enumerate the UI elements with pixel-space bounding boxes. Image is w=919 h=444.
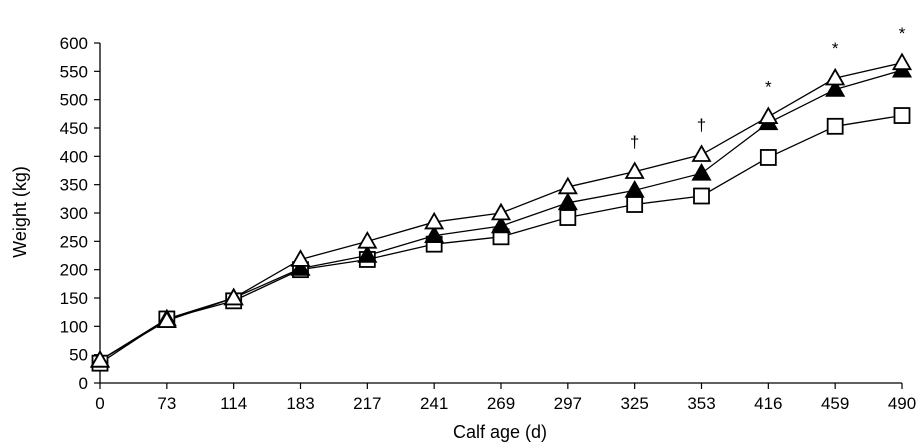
y-tick-label: 100: [60, 317, 88, 336]
data-point-open-triangle: [758, 106, 779, 124]
data-point-open-triangle: [557, 176, 578, 195]
data-point-open-square: [826, 117, 844, 135]
data-point-open-triangle: [825, 67, 846, 86]
significance-marker: *: [899, 24, 906, 43]
data-point-open-triangle: [357, 231, 378, 249]
data-point-open-triangle: [691, 144, 712, 162]
x-tick-label: 217: [353, 394, 381, 413]
data-point-open-triangle: [290, 249, 311, 267]
x-tick-label: 490: [888, 394, 916, 413]
y-tick-label: 550: [60, 62, 88, 81]
data-point-open-triangle: [424, 211, 445, 230]
y-tick-label: 400: [60, 147, 88, 166]
data-point-open-triangle: [89, 350, 111, 368]
data-point-open-triangle: [891, 52, 913, 71]
x-tick-label: 459: [821, 394, 849, 413]
x-tick-label: 0: [95, 394, 104, 413]
x-tick-label: 183: [286, 394, 314, 413]
data-point-open-square: [893, 107, 911, 124]
x-tick-label: 73: [157, 394, 176, 413]
significance-marker: †: [630, 133, 639, 152]
y-tick-label: 250: [60, 232, 88, 251]
data-point-filled-triangle: [624, 180, 645, 198]
data-point-filled-triangle: [357, 245, 378, 263]
x-tick-label: 297: [554, 394, 582, 413]
annotations: † † * * *: [630, 24, 906, 152]
data-point-open-square: [693, 187, 710, 205]
data-point-filled-triangle: [825, 79, 846, 97]
data-point-open-square: [626, 196, 644, 213]
significance-marker: *: [765, 78, 772, 97]
x-tick-label: 114: [220, 394, 247, 413]
data-point-filled-triangle: [424, 225, 445, 243]
y-tick-label: 500: [60, 91, 88, 110]
y-tick-label: 350: [60, 176, 88, 195]
data-point-open-square: [759, 149, 777, 166]
data-point-filled-triangle: [290, 258, 311, 276]
axes: 0 50 100 150 200 250 300 350 400 450 500 550 600 0 73 1…: [60, 34, 917, 413]
x-tick-label: 416: [754, 394, 782, 413]
y-tick-label: 300: [60, 204, 88, 223]
data-point-filled-triangle: [557, 192, 578, 211]
data-point-open-square: [559, 209, 577, 226]
y-tick-label: 50: [69, 346, 88, 365]
significance-marker: †: [697, 116, 706, 135]
data-point-open-triangle: [223, 287, 244, 306]
data-point-filled-triangle: [490, 215, 512, 234]
y-tick-label: 150: [60, 289, 88, 308]
x-tick-label: 241: [420, 394, 448, 413]
series-layer: [89, 52, 913, 372]
y-tick-label: 0: [79, 374, 88, 393]
x-tick-label: 325: [620, 394, 648, 413]
x-axis-label: Calf age (d): [453, 422, 547, 442]
data-point-open-triangle: [156, 310, 177, 328]
y-tick-label: 450: [60, 119, 88, 138]
significance-marker: *: [832, 39, 839, 58]
y-tick-label: 600: [60, 34, 88, 53]
data-point-open-triangle: [624, 161, 645, 179]
x-tick-label: 353: [687, 394, 715, 413]
data-point-filled-triangle: [691, 163, 712, 181]
y-tick-label: 200: [60, 261, 88, 280]
x-tick-label: 269: [487, 394, 515, 413]
data-point-open-triangle: [490, 202, 512, 221]
y-axis-label: Weight (kg): [10, 166, 30, 258]
